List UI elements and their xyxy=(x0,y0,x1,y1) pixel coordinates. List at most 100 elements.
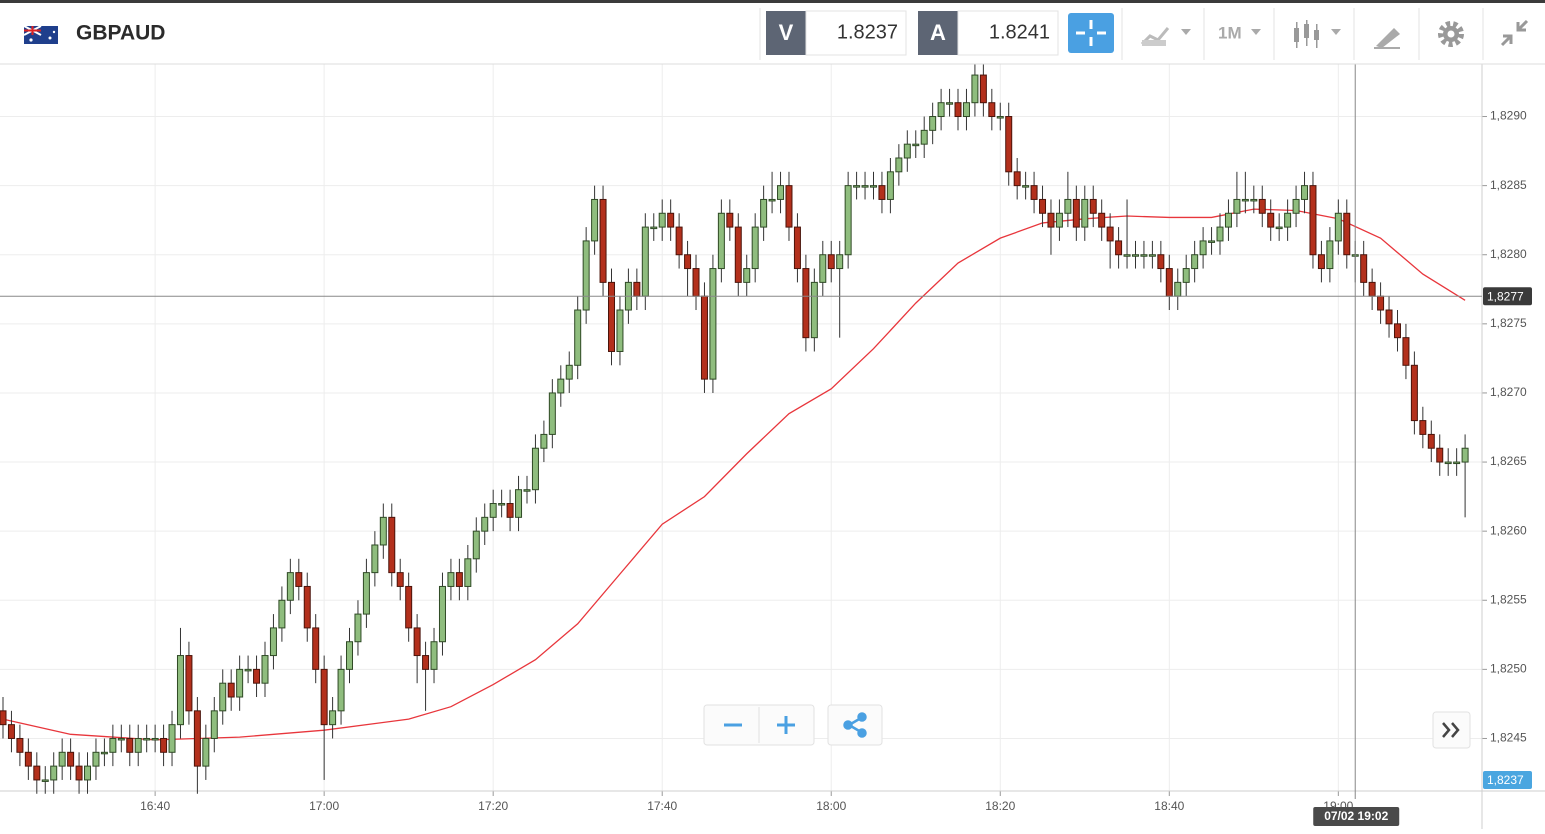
candle-body xyxy=(920,129,928,145)
buy-button[interactable] xyxy=(918,11,958,55)
candle-body xyxy=(684,254,692,270)
candle-body xyxy=(886,171,894,200)
candle-body xyxy=(261,655,269,684)
candle-body xyxy=(24,751,32,767)
candle-body xyxy=(506,503,514,518)
candle-body xyxy=(1089,198,1097,214)
crosshair-icon xyxy=(1076,20,1106,46)
share-button[interactable] xyxy=(827,704,883,746)
candle-body xyxy=(1393,323,1401,339)
candle-body xyxy=(1005,116,1013,173)
candle-body xyxy=(717,212,725,270)
candle-body xyxy=(422,655,430,670)
candle-body xyxy=(1385,309,1393,325)
candle-body xyxy=(168,724,176,753)
collapse-button[interactable] xyxy=(1500,19,1529,47)
candle-body xyxy=(1081,198,1089,228)
candle-body xyxy=(413,627,421,657)
candle-body xyxy=(1208,240,1216,243)
candle-body xyxy=(557,378,565,394)
draw-button[interactable] xyxy=(1374,28,1400,49)
candle-body xyxy=(371,544,379,574)
sell-button[interactable] xyxy=(766,11,806,55)
candle-body xyxy=(160,737,168,753)
candle-body xyxy=(1064,198,1072,214)
candle-body xyxy=(219,682,227,712)
y-tick-label: 1,8250 xyxy=(1490,662,1527,676)
candle-body xyxy=(1013,171,1021,187)
candle-body xyxy=(202,737,210,767)
candle-body xyxy=(903,143,911,159)
candle-body xyxy=(844,185,852,256)
x-tick-label: 18:40 xyxy=(1154,799,1184,813)
candle-body xyxy=(1148,254,1156,257)
candle-body xyxy=(295,572,303,587)
candle-body xyxy=(16,737,24,753)
candle-body xyxy=(329,710,337,726)
candle-body xyxy=(1317,254,1325,270)
candle-body xyxy=(777,185,785,200)
y-tick-label: 1,8245 xyxy=(1490,731,1527,745)
candle-body xyxy=(1419,420,1427,435)
candle-body xyxy=(126,737,134,753)
y-tick-label: 1,8275 xyxy=(1490,316,1527,330)
candle-body xyxy=(185,655,193,712)
candle-body xyxy=(92,751,100,767)
zoom-controls xyxy=(703,704,1471,749)
y-tick-label: 1,8270 xyxy=(1490,385,1527,399)
candle-body xyxy=(244,668,252,672)
candle-body xyxy=(286,572,294,601)
candle-body xyxy=(1055,212,1063,228)
candle-body xyxy=(675,226,683,256)
candle-body xyxy=(438,585,446,643)
candle-body xyxy=(58,751,66,767)
candle-body xyxy=(641,226,649,297)
crosshair-button[interactable] xyxy=(1068,13,1114,53)
buy-price: 1.8241 xyxy=(989,21,1050,43)
candle-body xyxy=(1301,185,1309,200)
candle-body xyxy=(472,530,480,560)
y-tick-label: 1,8255 xyxy=(1490,592,1527,606)
candle-body xyxy=(633,281,641,297)
candle-body xyxy=(481,516,489,532)
candle-body xyxy=(819,254,827,283)
candle-body xyxy=(253,668,261,684)
candle-body xyxy=(1106,226,1114,242)
candle-body xyxy=(1444,461,1452,465)
candles-button[interactable] xyxy=(1294,20,1341,48)
current-price-label: 1,8237 xyxy=(1487,773,1524,787)
candle-body xyxy=(1284,212,1292,228)
x-tick-label: 17:20 xyxy=(478,799,508,813)
candle-body xyxy=(734,226,742,283)
current-price-box xyxy=(1483,771,1532,789)
chart-type-button[interactable] xyxy=(1140,27,1191,46)
candle-body xyxy=(210,710,218,739)
candle-body xyxy=(75,765,83,781)
x-tick-label: 17:40 xyxy=(647,799,677,813)
candle-body xyxy=(1022,185,1030,188)
timeframe-button[interactable]: 1M xyxy=(1218,23,1261,42)
candle-body xyxy=(455,572,463,587)
settings-button[interactable] xyxy=(1438,21,1464,47)
candle-body xyxy=(1115,240,1123,256)
top-border xyxy=(0,0,1545,3)
candle-body xyxy=(0,710,7,726)
flag xyxy=(23,25,58,44)
candle-body xyxy=(1258,198,1266,214)
scroll-right-button[interactable] xyxy=(1432,711,1471,749)
zoom-in[interactable] xyxy=(777,716,795,734)
candle-body xyxy=(1216,226,1224,242)
candle-body xyxy=(1427,433,1435,449)
candle-body xyxy=(565,364,573,380)
candle-body xyxy=(574,309,582,366)
candle-body xyxy=(1377,295,1385,311)
candle-body xyxy=(996,116,1004,119)
candle-body xyxy=(946,102,954,105)
crosshair-time-label: 07/02 19:02 xyxy=(1324,809,1388,823)
candle-body xyxy=(853,185,861,188)
candle-body xyxy=(396,572,404,587)
candle-body xyxy=(1461,447,1469,463)
candle-body xyxy=(1250,198,1258,202)
candle-body xyxy=(743,268,751,283)
sell-label: V xyxy=(779,20,794,45)
